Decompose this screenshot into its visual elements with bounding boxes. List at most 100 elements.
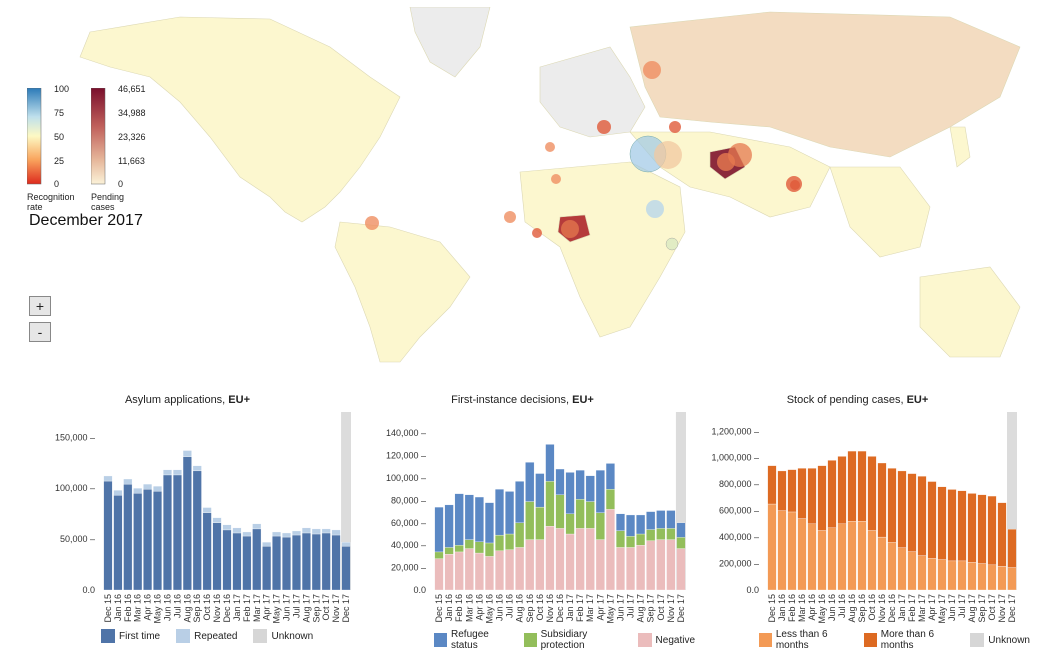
bar-segment-less6[interactable] (897, 547, 907, 591)
bar-segment-first_time[interactable] (282, 536, 291, 591)
bar-segment-subsidiary[interactable] (626, 536, 636, 548)
bar-segment-more6[interactable] (827, 460, 837, 528)
bar-segment-more6[interactable] (847, 450, 857, 522)
bar-segment-less6[interactable] (987, 564, 997, 591)
bar-segment-negative[interactable] (646, 540, 656, 591)
bar-segment-less6[interactable] (997, 566, 1007, 591)
bar-segment-less6[interactable] (887, 542, 897, 591)
bar-segment-repeated[interactable] (172, 469, 182, 476)
legend-pending-unknown[interactable]: Unknown (970, 629, 1030, 651)
bar-segment-repeated[interactable] (182, 450, 192, 457)
bar-segment-more6[interactable] (887, 468, 897, 543)
bar-segment-repeated[interactable] (202, 507, 212, 513)
bar-segment-subsidiary[interactable] (615, 530, 625, 548)
bar-segment-less6[interactable] (927, 558, 937, 591)
bar-segment-refugee[interactable] (535, 473, 545, 508)
bar-segment-more6[interactable] (1007, 528, 1017, 568)
bar-segment-more6[interactable] (917, 476, 927, 556)
legend-repeated[interactable]: Repeated (176, 629, 237, 643)
bar-segment-refugee[interactable] (646, 511, 656, 530)
bar-segment-less6[interactable] (817, 530, 827, 591)
bar-segment-less6[interactable] (937, 559, 947, 591)
world-map[interactable] (70, 6, 1028, 367)
bar-segment-more6[interactable] (807, 468, 817, 525)
bar-segment-first_time[interactable] (172, 474, 182, 591)
bar-segment-first_time[interactable] (153, 491, 162, 591)
bar-segment-negative[interactable] (666, 539, 676, 591)
bar-segment-less6[interactable] (967, 562, 977, 591)
bar-segment-first_time[interactable] (123, 483, 133, 591)
bar-segment-repeated[interactable] (113, 490, 123, 496)
asylum-applications-chart[interactable]: 0.050,000 –100,000 –150,000 –Dec 15 Jan 1… (15, 392, 360, 627)
bar-segment-subsidiary[interactable] (525, 501, 535, 540)
bar-segment-subsidiary[interactable] (565, 513, 575, 535)
bar-segment-repeated[interactable] (272, 531, 282, 537)
legend-more-than-6-months[interactable]: More than 6 months (863, 629, 962, 651)
bar-segment-first_time[interactable] (311, 533, 321, 591)
bar-segment-subsidiary[interactable] (636, 533, 646, 546)
bar-segment-refugee[interactable] (525, 462, 535, 502)
bar-segment-less6[interactable] (867, 530, 877, 591)
bar-segment-first_time[interactable] (331, 534, 341, 591)
bar-segment-subsidiary[interactable] (505, 533, 515, 550)
bar-segment-less6[interactable] (847, 521, 857, 591)
bar-segment-less6[interactable] (947, 560, 957, 591)
bar-segment-subsidiary[interactable] (646, 529, 656, 541)
bar-segment-less6[interactable] (837, 523, 847, 591)
bar-segment-first_time[interactable] (182, 456, 192, 591)
legend-less-than-6-months[interactable]: Less than 6 months (759, 629, 856, 651)
bar-segment-repeated[interactable] (133, 488, 143, 494)
bar-segment-more6[interactable] (897, 470, 907, 548)
bar-segment-first_time[interactable] (252, 528, 262, 591)
bar-segment-less6[interactable] (977, 563, 987, 591)
bar-segment-subsidiary[interactable] (595, 512, 605, 540)
bar-segment-negative[interactable] (575, 528, 585, 591)
bar-segment-more6[interactable] (987, 495, 997, 566)
bar-segment-more6[interactable] (907, 473, 917, 552)
bar-segment-first_time[interactable] (222, 529, 232, 591)
bar-segment-more6[interactable] (797, 468, 807, 519)
bar-segment-negative[interactable] (525, 539, 535, 591)
bar-segment-negative[interactable] (484, 556, 494, 591)
bar-segment-more6[interactable] (787, 469, 797, 513)
legend-refugee-status[interactable]: Refugee status (434, 629, 514, 651)
bar-segment-less6[interactable] (907, 551, 917, 591)
bar-segment-repeated[interactable] (292, 530, 301, 536)
bar-segment-negative[interactable] (626, 547, 636, 591)
legend-negative[interactable]: Negative (637, 629, 695, 651)
zoom-out-button[interactable]: - (29, 322, 51, 342)
bar-segment-refugee[interactable] (484, 502, 494, 544)
bar-segment-negative[interactable] (636, 545, 646, 591)
bar-segment-first_time[interactable] (133, 493, 143, 591)
bar-segment-repeated[interactable] (282, 532, 291, 538)
bar-segment-repeated[interactable] (232, 527, 242, 534)
bar-segment-first_time[interactable] (103, 480, 113, 591)
bar-segment-less6[interactable] (917, 555, 927, 591)
bar-segment-refugee[interactable] (454, 493, 464, 546)
bar-segment-negative[interactable] (444, 554, 454, 591)
bar-segment-negative[interactable] (495, 550, 505, 591)
bar-segment-repeated[interactable] (331, 529, 341, 536)
bar-segment-less6[interactable] (797, 518, 807, 591)
bar-segment-more6[interactable] (837, 456, 847, 525)
bar-segment-more6[interactable] (857, 450, 867, 522)
bar-segment-subsidiary[interactable] (474, 541, 484, 554)
bar-segment-less6[interactable] (957, 560, 967, 591)
zoom-in-button[interactable]: + (29, 296, 51, 316)
bar-segment-subsidiary[interactable] (676, 537, 686, 549)
bar-segment-negative[interactable] (585, 528, 595, 591)
bar-segment-more6[interactable] (867, 456, 877, 531)
bar-segment-repeated[interactable] (143, 483, 153, 490)
bar-segment-subsidiary[interactable] (555, 494, 565, 529)
bar-segment-less6[interactable] (857, 521, 867, 591)
bar-segment-refugee[interactable] (575, 470, 585, 500)
bar-segment-refugee[interactable] (434, 506, 444, 553)
bar-segment-repeated[interactable] (163, 469, 172, 476)
bar-segment-first_time[interactable] (202, 512, 212, 591)
bar-segment-refugee[interactable] (565, 472, 575, 514)
bar-segment-repeated[interactable] (212, 517, 222, 523)
bar-segment-negative[interactable] (474, 552, 484, 591)
bar-segment-repeated[interactable] (311, 528, 321, 535)
bar-segment-first_time[interactable] (143, 489, 153, 591)
bar-segment-negative[interactable] (555, 528, 565, 591)
